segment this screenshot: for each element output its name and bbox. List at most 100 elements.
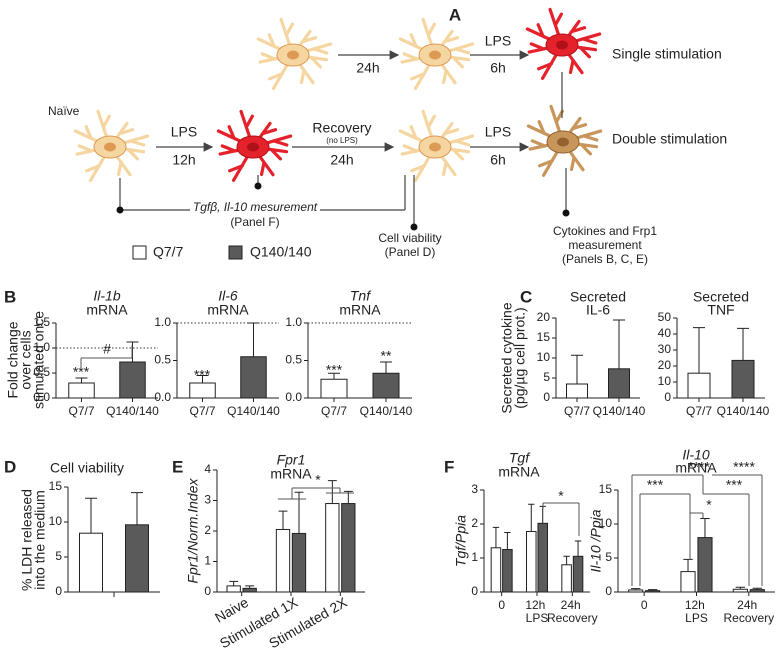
x-tick-label: Q140/140 bbox=[360, 404, 413, 418]
y-tick-label: 10 bbox=[658, 374, 672, 388]
legend-label: Q140/140 bbox=[250, 244, 312, 260]
arrow-label: 6h bbox=[490, 152, 506, 168]
dot bbox=[116, 206, 124, 214]
chart-subtitle: mRNA bbox=[498, 464, 540, 480]
error-bar bbox=[630, 588, 641, 590]
measurement-label: (Panels B, C, E) bbox=[562, 252, 648, 266]
error-bar bbox=[700, 518, 710, 538]
error-bar bbox=[196, 375, 209, 383]
bar bbox=[341, 503, 356, 593]
y-tick-label: 0 bbox=[204, 584, 211, 598]
x-tick-label: 24h Recovery bbox=[547, 598, 598, 625]
dot bbox=[562, 209, 570, 217]
y-axis-label: Fold change bbox=[5, 321, 21, 398]
outcome-label: Single stimulation bbox=[612, 46, 722, 62]
error-bar bbox=[647, 589, 658, 591]
y-tick-label: 2 bbox=[204, 523, 211, 537]
panel-label: A bbox=[449, 5, 461, 24]
y-tick-label: 3 bbox=[204, 493, 211, 507]
x-tick-label: Q7/7 bbox=[68, 404, 94, 418]
annotation: *** bbox=[194, 367, 211, 383]
y-tick-label: 0 bbox=[471, 584, 478, 598]
y-tick-label: 5 bbox=[55, 549, 62, 563]
y-axis-label: into the medium bbox=[32, 490, 48, 590]
arrow-label: 24h bbox=[330, 152, 353, 168]
y-tick-label: 10 bbox=[537, 350, 551, 364]
y-tick-label: 5 bbox=[543, 370, 550, 384]
y-tick-label: 1 bbox=[204, 554, 211, 568]
x-tick-label: 0 bbox=[498, 598, 505, 612]
y-tick-label: 2 bbox=[471, 516, 478, 530]
error-bar bbox=[245, 585, 255, 589]
y-tick-label: 40 bbox=[658, 326, 672, 340]
bar bbox=[226, 585, 241, 593]
chart-title: Il-1b bbox=[93, 288, 120, 304]
error-bar bbox=[327, 480, 337, 504]
error-bar bbox=[737, 327, 749, 361]
x-tick-label: Q140/140 bbox=[593, 404, 646, 418]
chart-title: Secreted bbox=[693, 289, 749, 305]
x-tick-label: 12h LPS bbox=[525, 598, 548, 625]
bar bbox=[242, 587, 257, 593]
chart-title: Tgf bbox=[509, 450, 531, 466]
error-bar bbox=[278, 510, 288, 530]
annotation: ** bbox=[381, 348, 392, 364]
legend-swatch bbox=[228, 245, 243, 260]
error-bar bbox=[563, 555, 570, 565]
bar bbox=[680, 571, 696, 593]
bar bbox=[320, 378, 348, 399]
y-tick-label: 1.0 bbox=[285, 315, 302, 329]
annotation: * bbox=[706, 497, 712, 513]
annotation: * bbox=[315, 472, 321, 488]
y-tick-label: 0 bbox=[55, 584, 62, 598]
y-tick-label: 4 bbox=[204, 462, 211, 476]
y-axis-label: Il-10 /Ppia bbox=[588, 509, 604, 572]
bar bbox=[697, 537, 713, 593]
error-bar bbox=[85, 497, 97, 534]
chart-subtitle: mRNA bbox=[339, 302, 381, 318]
chart-title: Secreted bbox=[570, 289, 626, 305]
cell-nucleus bbox=[104, 142, 116, 152]
measurement-label: (Panel F) bbox=[230, 215, 279, 229]
panel-label: C bbox=[520, 287, 532, 306]
x-tick-label: Q140/140 bbox=[106, 404, 159, 418]
annotation: *** bbox=[326, 362, 343, 378]
annotation: **** bbox=[733, 459, 755, 475]
chart-subtitle: mRNA bbox=[270, 466, 312, 482]
measurement-label: Cell viability bbox=[378, 231, 441, 245]
bar bbox=[490, 547, 502, 593]
y-tick-label: 0 bbox=[664, 390, 671, 404]
bar bbox=[275, 528, 291, 593]
chart-subtitle: IL-6 bbox=[586, 302, 610, 318]
y-tick-label: 0.5 bbox=[154, 353, 171, 367]
error-bar bbox=[735, 586, 746, 590]
y-tick-label: 1.0 bbox=[33, 340, 50, 354]
arrow-label: 24h bbox=[356, 60, 379, 76]
error-bar bbox=[380, 361, 392, 374]
error-bar bbox=[328, 372, 340, 380]
bar bbox=[687, 372, 711, 399]
panel-label: B bbox=[4, 287, 16, 306]
y-tick-label: 0.0 bbox=[33, 390, 50, 404]
annotation: * bbox=[558, 488, 564, 504]
y-tick-label: 0 bbox=[543, 390, 550, 404]
x-tick-label: Q7/7 bbox=[189, 404, 215, 418]
bar bbox=[119, 361, 146, 399]
arrow-label: LPS bbox=[485, 124, 511, 140]
chart-subtitle: mRNA bbox=[207, 302, 249, 318]
annotation: *** bbox=[73, 364, 90, 380]
y-tick-label: 0.5 bbox=[285, 353, 302, 367]
cell-nucleus bbox=[429, 142, 441, 152]
arrow-note: (no LPS) bbox=[326, 136, 358, 145]
cell-nucleus bbox=[247, 142, 259, 152]
y-tick-label: 1.0 bbox=[154, 315, 171, 329]
arrow-label: 12h bbox=[172, 152, 195, 168]
error-bar bbox=[528, 503, 535, 532]
y-axis-label: Fpr1/Norm.Index bbox=[185, 477, 201, 583]
legend-swatch bbox=[132, 245, 147, 260]
x-tick-label: Q7/7 bbox=[564, 404, 590, 418]
bar bbox=[731, 359, 755, 399]
y-tick-label: 30 bbox=[658, 342, 672, 356]
chart-title: Tnf bbox=[350, 288, 372, 304]
y-tick-label: 0.0 bbox=[154, 390, 171, 404]
